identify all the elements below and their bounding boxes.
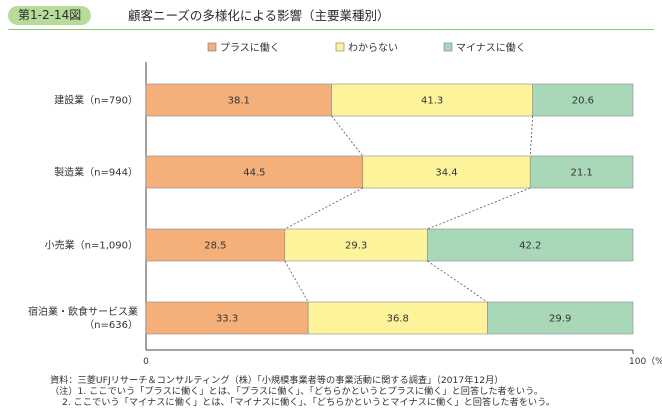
category-label: （n=636） [84, 319, 138, 331]
connector-line [427, 187, 531, 230]
data-label: 38.1 [228, 96, 250, 107]
bar-segment [145, 155, 364, 189]
data-label: 21.1 [570, 168, 592, 179]
category-label: 建設業（n=790） [54, 94, 138, 107]
figure-header: 第1-2-14図 顧客ニーズの多様化による影響（主要業種別） [0, 0, 662, 30]
legend-swatch [443, 42, 453, 52]
data-label: 29.3 [345, 241, 367, 252]
data-label: 34.4 [435, 168, 457, 179]
data-label: 20.6 [572, 96, 594, 107]
legend-label: わからない [348, 42, 398, 54]
bar-segment [532, 83, 634, 117]
data-label: 28.5 [204, 241, 226, 252]
legend-swatch [335, 42, 345, 52]
bar-segment [529, 155, 634, 189]
legend-label: プラスに働く [220, 41, 280, 54]
x-tick-label: 100（%） [629, 356, 662, 367]
bar-segment [284, 228, 428, 262]
bar-segment [427, 228, 634, 262]
connector-line [529, 115, 534, 157]
legend-swatch [207, 42, 217, 52]
bar-segment [331, 83, 533, 117]
data-label: 33.3 [216, 314, 238, 325]
connector-line [331, 115, 364, 157]
category-label: 製造業（n=944） [54, 166, 138, 179]
data-label: 29.9 [549, 314, 571, 325]
bar-segment [362, 155, 531, 189]
notes: 資料：三菱UFJリサーチ＆コンサルティング（株）「小規模事業者等の事業活動に関す… [50, 375, 656, 409]
data-label: 41.3 [421, 96, 443, 107]
bar-segment [487, 301, 634, 335]
source-note: 資料：三菱UFJリサーチ＆コンサルティング（株）「小規模事業者等の事業活動に関す… [50, 375, 504, 386]
bar-segment [145, 83, 332, 117]
data-label: 44.5 [243, 168, 265, 179]
data-label: 36.8 [387, 314, 409, 325]
connector-line [427, 260, 488, 303]
connector-line [284, 187, 363, 230]
category-label: 小売業（n=1,090） [45, 239, 138, 252]
category-label: 宿泊業・飲食サービス業 [28, 305, 138, 318]
figure-label: 第1-2-14図 [8, 6, 92, 25]
bar-segment [307, 301, 488, 335]
data-label: 42.2 [519, 241, 541, 252]
header-divider [8, 29, 654, 30]
x-tick-label: 0 [143, 357, 149, 367]
figure-title: 顧客ニーズの多様化による影響（主要業種別） [128, 8, 390, 23]
note-1: （注）1. ここでいう「プラスに働く」とは、「プラスに働く」、「どちらかというと… [50, 386, 543, 398]
note-2: 2. ここでいう「マイナスに働く」とは、「マイナスに働く」、「どちらかというとマ… [62, 397, 555, 409]
connector-line [284, 260, 309, 303]
legend-label: マイナスに働く [456, 41, 526, 54]
bar-segment [145, 301, 309, 335]
